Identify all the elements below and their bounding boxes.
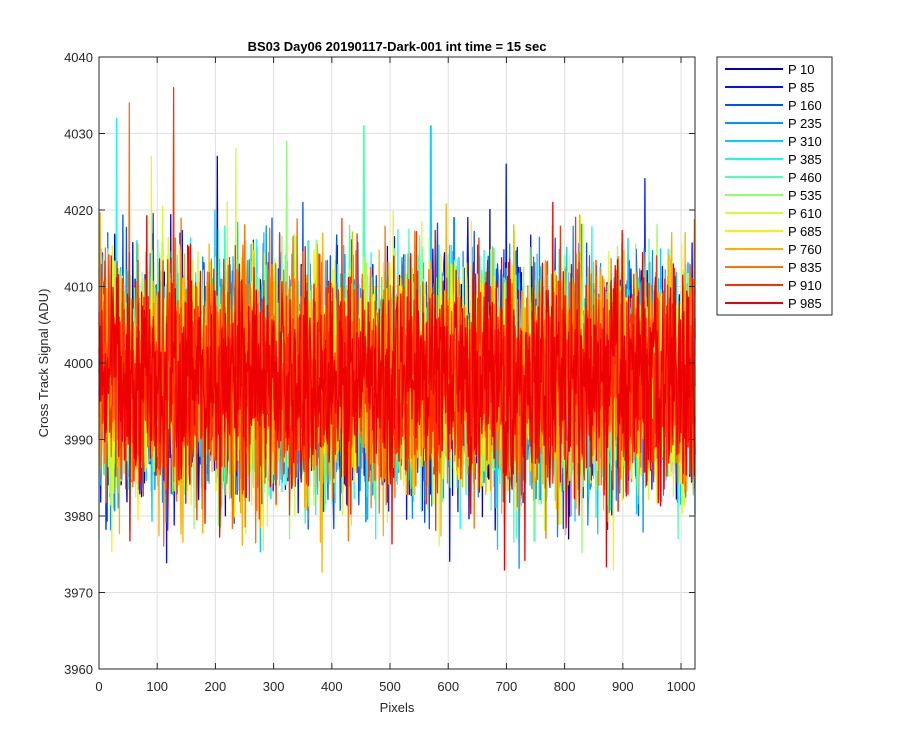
legend-label: P 10 <box>788 62 815 77</box>
legend-label: P 460 <box>788 170 822 185</box>
x-tick-label: 300 <box>263 679 285 694</box>
legend: P 10 P 85 P 160 P 235 P 310 P 385 P 460 P 535 P … <box>716 56 833 316</box>
y-tick-label: 4040 <box>64 50 93 65</box>
x-tick-label: 900 <box>612 679 634 694</box>
y-tick-label: 4000 <box>64 356 93 371</box>
y-tick-label: 3960 <box>64 662 93 677</box>
y-axis-label: Cross Track Signal (ADU) <box>36 289 51 438</box>
y-tick-label: 4010 <box>64 280 93 295</box>
legend-label: P 310 <box>788 134 822 149</box>
legend-label: P 685 <box>788 224 822 239</box>
x-tick-label: 200 <box>205 679 227 694</box>
axes-frame <box>98 56 696 670</box>
legend-label: P 610 <box>788 206 822 221</box>
legend-label: P 910 <box>788 278 822 293</box>
x-tick-label: 0 <box>95 679 102 694</box>
x-tick-label: 100 <box>146 679 168 694</box>
x-tick-label: 1000 <box>667 679 696 694</box>
series-layer <box>98 86 696 573</box>
legend-label: P 535 <box>788 188 822 203</box>
y-tick-label: 3970 <box>64 586 93 601</box>
x-axis-label: Pixels <box>380 700 415 715</box>
x-tick-label: 500 <box>379 679 401 694</box>
y-tick-label: 3980 <box>64 509 93 524</box>
legend-label: P 160 <box>788 98 822 113</box>
y-tick-label: 3990 <box>64 433 93 448</box>
x-tick-label: 800 <box>554 679 576 694</box>
legend-label: P 985 <box>788 296 822 311</box>
y-tick-label: 4030 <box>64 127 93 142</box>
series-line <box>98 201 696 571</box>
x-tick-label: 400 <box>321 679 343 694</box>
legend-label: P 835 <box>788 260 822 275</box>
legend-label: P 235 <box>788 116 822 131</box>
y-tick-label: 4020 <box>64 203 93 218</box>
legend-label: P 85 <box>788 80 815 95</box>
x-tick-label: 700 <box>496 679 518 694</box>
x-tick-label: 600 <box>437 679 459 694</box>
legend-label: P 760 <box>788 242 822 257</box>
chart-title: BS03 Day06 20190117-Dark-001 int time = … <box>248 39 547 54</box>
tick-labels: 0 100 200 300 400 500 600 700 800 900 1000 3960 3970… <box>64 50 695 694</box>
legend-label: P 385 <box>788 152 822 167</box>
legend-box <box>716 56 833 316</box>
